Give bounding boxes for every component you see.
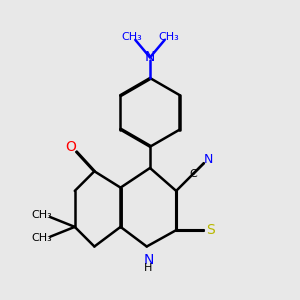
Text: CH₃: CH₃ (121, 32, 142, 42)
Text: N: N (145, 50, 155, 64)
Text: C: C (190, 169, 197, 178)
Text: N: N (143, 253, 154, 267)
Text: O: O (65, 140, 76, 154)
Text: CH₃: CH₃ (158, 32, 179, 42)
Text: CH₃: CH₃ (32, 233, 52, 243)
Text: H: H (144, 263, 153, 273)
Text: N: N (204, 153, 214, 167)
Text: S: S (206, 223, 215, 237)
Text: CH₃: CH₃ (32, 210, 52, 220)
